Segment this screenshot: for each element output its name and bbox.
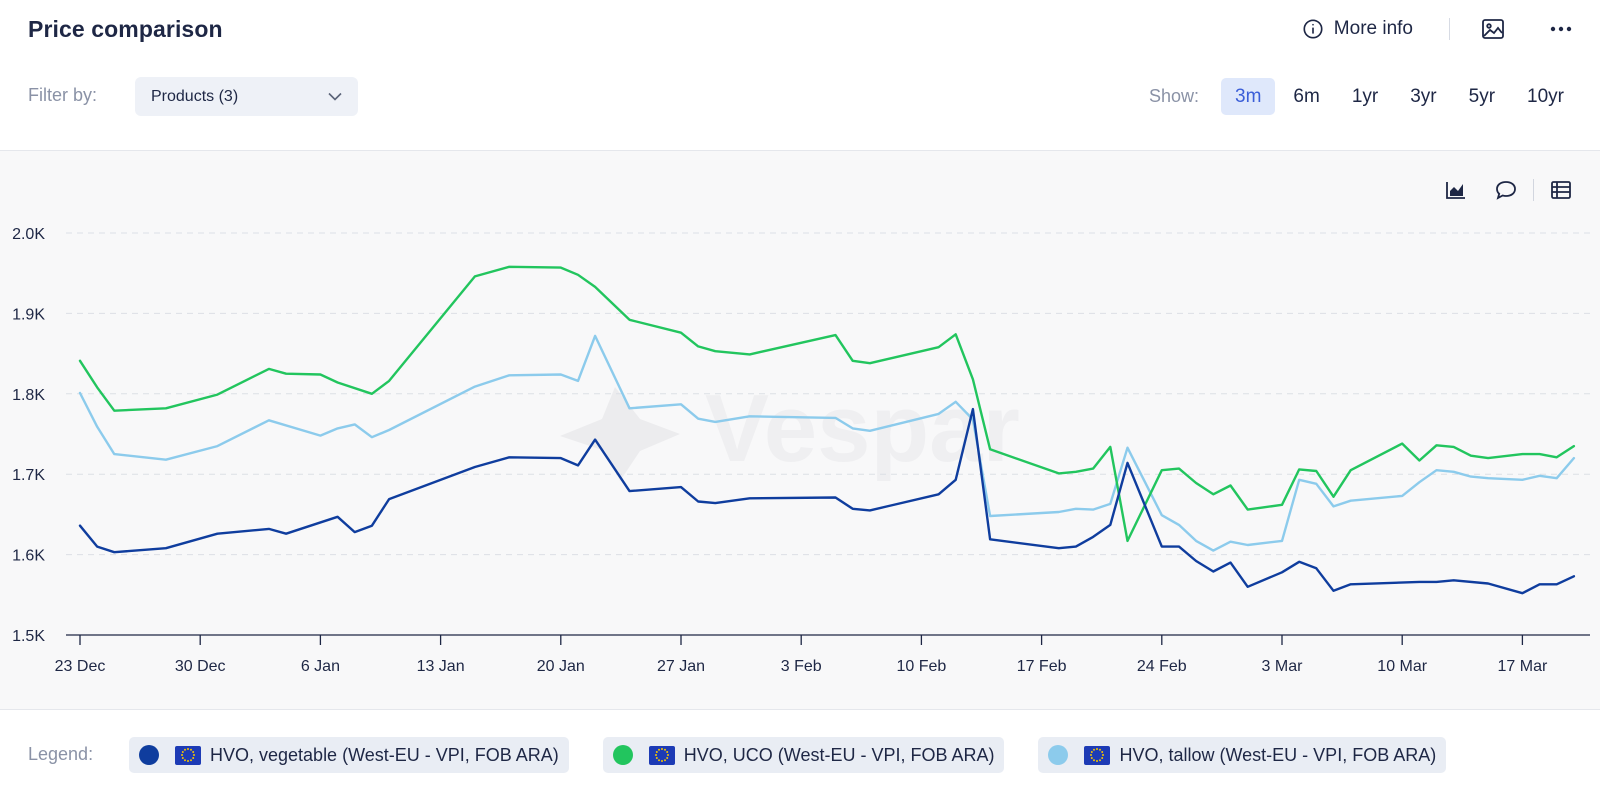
range-6m-button[interactable]: 6m (1293, 85, 1320, 107)
chart-tools (1443, 177, 1574, 203)
range-5yr-button[interactable]: 5yr (1468, 85, 1496, 107)
watermark-text: Vespar (705, 375, 1020, 482)
range-1yr-button[interactable]: 1yr (1351, 85, 1379, 107)
x-tick-label: 10 Feb (896, 658, 946, 675)
image-icon (1482, 19, 1504, 39)
x-tick-label: 3 Mar (1262, 658, 1304, 675)
legend-item-label: HVO, UCO (West-EU - VPI, FOB ARA) (683, 744, 995, 765)
series-color-dot (1048, 745, 1069, 765)
x-tick-label: 23 Dec (55, 658, 106, 675)
x-tick-label: 24 Feb (1137, 658, 1187, 675)
range-3yr-button[interactable]: 3yr (1410, 85, 1437, 107)
x-tick-label: 17 Feb (1017, 658, 1067, 675)
filter-label: Filter by: (28, 85, 98, 105)
range-3m-button[interactable]: 3m (1221, 78, 1276, 115)
image-export-button[interactable] (1478, 14, 1508, 44)
legend-item-label: HVO, vegetable (West-EU - VPI, FOB ARA) (210, 744, 559, 765)
series-color-dot (139, 745, 159, 765)
table-view-button[interactable] (1548, 177, 1574, 203)
legend-item-uco[interactable]: HVO, UCO (West-EU - VPI, FOB ARA) (602, 737, 1005, 773)
eu-flag-icon (648, 745, 675, 765)
y-tick-label: 1.5K (12, 628, 45, 645)
area-chart-icon (1446, 182, 1465, 199)
info-icon (1303, 19, 1323, 39)
x-tick-label: 20 Jan (537, 658, 585, 675)
comment-icon (1496, 181, 1516, 200)
legend-item-vegetable[interactable]: HVO, vegetable (West-EU - VPI, FOB ARA) (129, 737, 569, 773)
more-options-button[interactable] (1546, 14, 1576, 44)
legend: HVO, vegetable (West-EU - VPI, FOB ARA) … (129, 737, 1480, 773)
x-tick-label: 30 Dec (175, 658, 226, 675)
x-tick-label: 10 Mar (1377, 658, 1427, 675)
show-label: Show: (1148, 86, 1199, 106)
y-tick-label: 2.0K (12, 226, 45, 243)
series-line-0[interactable] (78, 407, 1576, 595)
price-line-chart: Vespar 1.5K 1.6K 1.7K 1.8K 1.9K 2.0K 23 Dec 30… (12, 226, 1590, 675)
page-title: Price comparison (28, 16, 223, 42)
eu-flag-icon (1084, 745, 1111, 765)
comments-button[interactable] (1493, 177, 1519, 203)
chevron-down-icon (328, 92, 342, 101)
range-selector: Show: 3m 6m 1yr 3yr 5yr 10yr (1149, 78, 1578, 115)
y-tick-label: 1.8K (12, 387, 45, 404)
x-tick-label: 17 Mar (1498, 658, 1548, 675)
more-info-button[interactable]: More info (1302, 18, 1413, 40)
dropdown-value: Products (3) (151, 87, 239, 105)
x-tick-label: 6 Jan (301, 658, 340, 675)
ellipsis-icon (1550, 26, 1572, 32)
chart-type-button[interactable] (1443, 177, 1469, 203)
y-tick-label: 1.6K (12, 548, 45, 565)
more-info-label: More info (1333, 18, 1413, 39)
series-color-dot (612, 745, 633, 765)
divider (1449, 18, 1450, 40)
y-tick-label: 1.7K (12, 467, 45, 484)
series-line-1[interactable] (78, 265, 1576, 543)
top-actions: More info (1302, 14, 1576, 44)
legend-item-tallow[interactable]: HVO, tallow (West-EU - VPI, FOB ARA) (1038, 737, 1447, 773)
y-tick-label: 1.9K (12, 306, 45, 323)
range-10yr-button[interactable]: 10yr (1527, 85, 1564, 107)
legend-label: Legend: (28, 744, 94, 764)
chart-panel: Vespar 1.5K 1.6K 1.7K 1.8K 1.9K 2.0K 23 Dec 30… (0, 150, 1600, 710)
legend-item-label: HVO, tallow (West-EU - VPI, FOB ARA) (1119, 744, 1437, 765)
x-tick-label: 13 Jan (417, 658, 465, 675)
x-tick-label: 3 Feb (781, 658, 822, 675)
table-icon (1551, 181, 1571, 199)
eu-flag-icon (175, 745, 201, 765)
products-dropdown[interactable]: Products (3) (135, 77, 358, 116)
tools-divider (1533, 179, 1534, 201)
watermark-logo: Vespar (560, 375, 1020, 482)
x-tick-label: 27 Jan (657, 658, 705, 675)
